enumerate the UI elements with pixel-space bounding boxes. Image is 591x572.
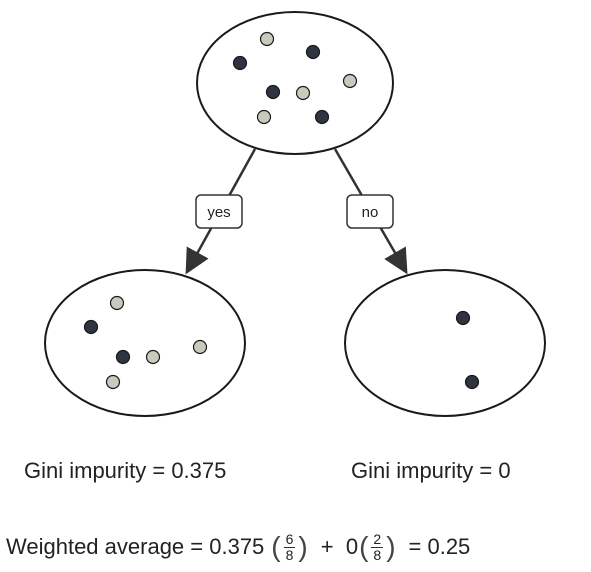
light-point bbox=[145, 349, 161, 365]
dark-point bbox=[464, 374, 480, 390]
formula-middle: + 0 bbox=[320, 534, 359, 559]
formula-open-paren-2: ( bbox=[359, 531, 369, 562]
decision-tree-diagram: yes no bbox=[44, 11, 546, 417]
dark-point bbox=[115, 349, 131, 365]
dark-point bbox=[265, 84, 281, 100]
light-point bbox=[256, 109, 272, 125]
weighted-average-formula: Weighted average = 0.375 ( 6 8 ) + 0 ( 2… bbox=[6, 527, 470, 567]
fraction-two-eighths: 2 8 bbox=[371, 530, 384, 563]
edge-label-no: no bbox=[346, 194, 394, 229]
formula-result: = 0.25 bbox=[408, 534, 471, 559]
formula-close-paren-1: ) bbox=[298, 531, 308, 562]
dark-point bbox=[455, 310, 471, 326]
left-child-node bbox=[44, 269, 246, 417]
light-point bbox=[192, 339, 208, 355]
right-gini-label: Gini impurity = 0 bbox=[351, 458, 511, 483]
root-node bbox=[196, 11, 394, 155]
edge-label-no-text: no bbox=[362, 204, 379, 221]
formula-prefix: Weighted average = 0.375 bbox=[6, 534, 265, 559]
edge-label-yes: yes bbox=[195, 194, 243, 229]
left-gini-label: Gini impurity = 0.375 bbox=[24, 458, 227, 483]
light-point bbox=[105, 374, 121, 390]
left-node-points bbox=[83, 295, 208, 390]
light-point bbox=[109, 295, 125, 311]
fraction-six-eighths: 6 8 bbox=[283, 530, 296, 563]
right-node-points bbox=[455, 310, 480, 390]
formula-open-paren-1: ( bbox=[271, 531, 281, 562]
right-child-node bbox=[344, 269, 546, 417]
fraction-1-numerator: 6 bbox=[283, 530, 296, 548]
fraction-2-numerator: 2 bbox=[371, 530, 384, 548]
root-points bbox=[232, 31, 358, 125]
dark-point bbox=[83, 319, 99, 335]
fraction-2-denominator: 8 bbox=[373, 546, 382, 563]
edge-label-yes-text: yes bbox=[207, 204, 230, 221]
dark-point bbox=[314, 109, 330, 125]
dark-point bbox=[305, 44, 321, 60]
formula-close-paren-2: ) bbox=[386, 531, 396, 562]
light-point bbox=[259, 31, 275, 47]
fraction-1-denominator: 8 bbox=[285, 546, 294, 563]
light-point bbox=[295, 85, 311, 101]
light-point bbox=[342, 73, 358, 89]
dark-point bbox=[232, 55, 248, 71]
